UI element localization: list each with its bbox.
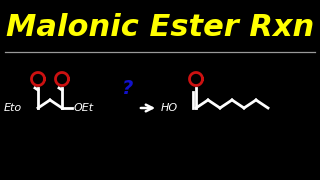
Text: Malonic Ester Rxn: Malonic Ester Rxn (6, 14, 314, 42)
Text: ?: ? (122, 78, 134, 98)
Text: Eto: Eto (4, 103, 22, 113)
Text: HO: HO (161, 103, 178, 113)
Text: OEt: OEt (74, 103, 94, 113)
